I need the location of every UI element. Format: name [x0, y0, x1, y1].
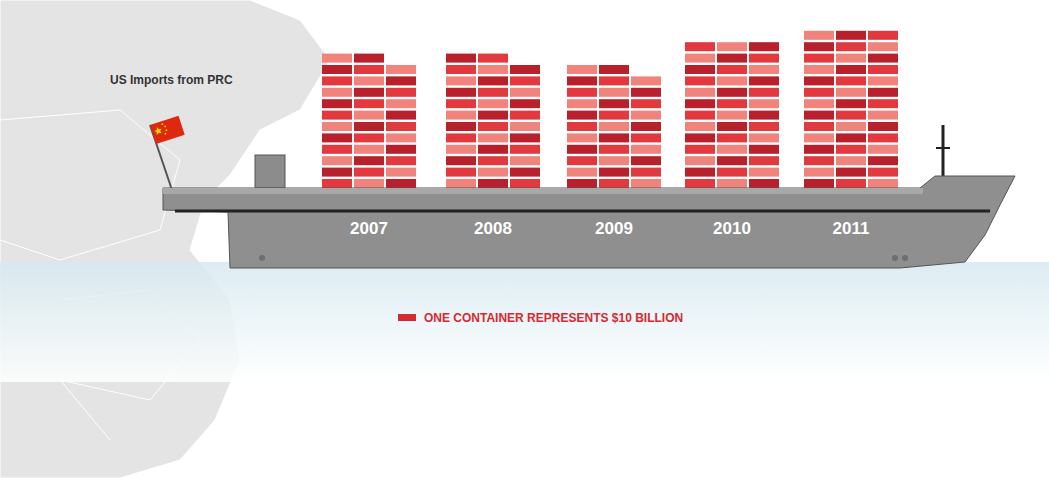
svg-text:2010: 2010 — [713, 219, 751, 238]
svg-text:2008: 2008 — [474, 219, 512, 238]
svg-text:2007: 2007 — [350, 219, 388, 238]
svg-text:2009: 2009 — [595, 219, 633, 238]
svg-text:US Imports from PRC: US Imports from PRC — [110, 73, 233, 87]
svg-text:ONE CONTAINER REPRESENTS $10 B: ONE CONTAINER REPRESENTS $10 BILLION — [424, 311, 683, 325]
svg-text:2011: 2011 — [833, 219, 870, 238]
